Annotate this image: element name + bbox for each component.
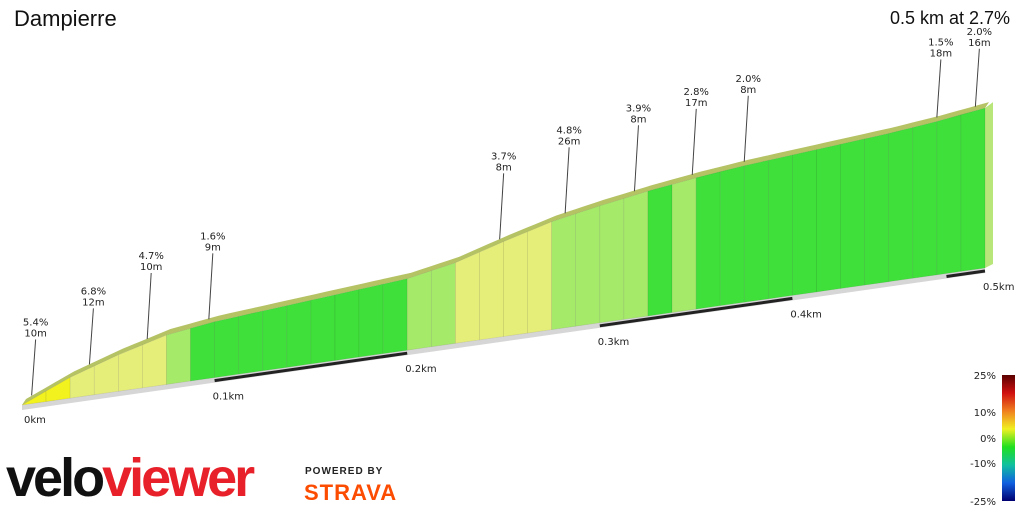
annotation-grade: 5.4% (23, 317, 48, 328)
logo-viewer: viewer (102, 448, 255, 508)
annotation-grade: 2.8% (684, 87, 709, 98)
grade-annotations: 5.4%10m6.8%12m4.7%10m1.6%9m3.7%8m4.8%26m… (23, 27, 992, 396)
annotation-length: 10m (24, 328, 46, 339)
annotation-length: 8m (740, 85, 756, 96)
profile-strip (792, 149, 817, 296)
annotation-grade: 3.9% (626, 103, 651, 114)
segment-title: Dampierre (14, 6, 117, 31)
x-tick-label: 0.3km (598, 337, 629, 348)
profile-strip (190, 321, 215, 382)
profile-strip (816, 143, 841, 293)
profile-strip (238, 310, 264, 375)
annotation-leader (691, 108, 697, 175)
legend-tick-label: -25% (970, 497, 996, 508)
profile-strip (599, 198, 625, 324)
profile-strip (334, 289, 360, 361)
annotation-grade: 6.8% (81, 286, 106, 297)
annotation-length: 10m (140, 262, 162, 273)
profile-strip (166, 327, 191, 385)
profile-strip (743, 160, 769, 303)
annotation-leader (743, 95, 749, 162)
profile-strip (647, 184, 673, 317)
annotation-leader (499, 173, 505, 240)
annotation-length: 9m (205, 242, 221, 253)
annotation-length: 8m (630, 114, 646, 125)
profile-strip (888, 127, 914, 283)
profile-strip (262, 305, 288, 372)
profile-strip (214, 315, 239, 378)
annotation-grade: 1.6% (200, 231, 225, 242)
x-tick-label: 0.5km (983, 282, 1014, 293)
x-tick-label: 0km (24, 415, 46, 426)
segment-summary: 0.5 km at 2.7% (889, 8, 1010, 28)
profile-strip (382, 278, 408, 354)
profile-strip (719, 165, 745, 307)
strava-logo: STRAVA (304, 480, 398, 505)
profile-strip (286, 299, 312, 368)
annotation-length: 8m (496, 162, 512, 173)
annotation-length: 17m (685, 98, 707, 109)
legend-tick-label: 25% (974, 371, 996, 382)
profile-strip (864, 133, 890, 286)
profile-strip (479, 241, 504, 341)
profile-strip (503, 231, 528, 337)
annotation-leader (974, 48, 980, 107)
annotation-grade: 1.5% (928, 37, 953, 48)
gradient-legend-bar (1002, 375, 1015, 501)
x-tick-label: 0.1km (213, 392, 244, 403)
legend-tick-label: -10% (970, 459, 996, 470)
annotation-length: 26m (558, 136, 580, 147)
distance-axis: 0km 0.1km 0.2km 0.3km 0.4km 0.5km (24, 269, 1014, 426)
axis-segment (946, 269, 986, 278)
annotation-grade: 3.7% (491, 151, 516, 162)
annotation-leader (88, 308, 94, 365)
profile-strip (430, 262, 456, 348)
annotation-grade: 2.0% (736, 74, 761, 85)
profile-strip (623, 190, 649, 320)
powered-by-label: POWERED BY (305, 466, 384, 477)
legend-tick-label: 10% (974, 408, 996, 419)
profile-strip (936, 114, 962, 276)
profile-strip (455, 251, 480, 344)
profile-strip (358, 283, 384, 358)
gradient-legend: 25% 10% 0% -10% -25% (970, 371, 1015, 508)
x-tick-label: 0.2km (405, 364, 436, 375)
profile-strip (840, 138, 865, 289)
profile-strip (406, 270, 432, 351)
profile-strip (768, 154, 793, 300)
profile-strip (960, 107, 986, 272)
profile-strip (695, 171, 721, 310)
annotation-grade: 4.7% (138, 251, 163, 262)
veloviewer-logo: veloviewer (6, 448, 255, 508)
profile-strip (575, 205, 601, 327)
gradient-legend-ticks: 25% 10% 0% -10% -25% (970, 371, 996, 508)
annotation-length: 12m (82, 297, 104, 308)
x-tick-label: 0.4km (790, 309, 821, 320)
profile-end-cap (985, 102, 993, 268)
profile-strip (671, 177, 697, 313)
annotation-grade: 2.0% (967, 27, 992, 38)
axis-segment (214, 351, 408, 383)
axis-segment (599, 296, 793, 328)
annotation-leader (31, 339, 37, 396)
profile-strip (527, 221, 552, 334)
logo-velo: velo (6, 448, 105, 508)
profile-strip (912, 121, 938, 279)
annotation-leader (936, 59, 942, 118)
legend-tick-label: 0% (980, 434, 996, 445)
annotation-length: 18m (930, 48, 952, 59)
annotation-length: 16m (968, 38, 990, 49)
profile-top-surface (22, 102, 989, 405)
annotation-leader (564, 147, 570, 214)
annotation-leader (208, 253, 214, 320)
annotation-grade: 4.8% (556, 125, 581, 136)
profile-strip (310, 294, 336, 365)
profile-strips (21, 107, 986, 406)
annotation-leader (146, 272, 152, 340)
profile-strip (551, 213, 577, 330)
annotation-leader (633, 125, 639, 192)
